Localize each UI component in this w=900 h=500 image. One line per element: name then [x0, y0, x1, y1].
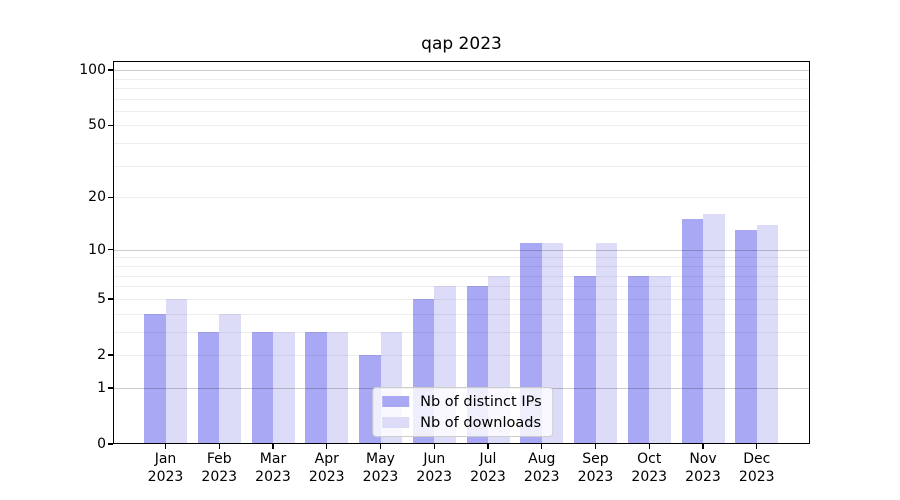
y-tick-mark	[108, 69, 113, 71]
y-tick-label: 0	[97, 436, 106, 452]
x-tick-mark	[487, 444, 489, 449]
y-tick-mark	[108, 443, 113, 445]
y-tick-mark	[108, 387, 113, 389]
legend-label: Nb of distinct IPs	[420, 393, 542, 410]
legend-entry: Nb of distinct IPs	[382, 393, 542, 410]
bar-downloads	[595, 242, 617, 444]
y-tick-label: 5	[97, 290, 106, 307]
legend-swatch	[382, 396, 410, 407]
y-tick-label: 10	[88, 241, 106, 258]
bar-downloads	[219, 313, 241, 444]
x-tick-label: Nov 2023	[685, 451, 721, 485]
x-tick-label: Jul 2023	[470, 451, 506, 485]
x-tick-mark	[702, 444, 704, 449]
y-tick-mark	[108, 298, 113, 300]
x-tick-label: Jun 2023	[416, 451, 453, 485]
bar-ips	[197, 331, 220, 444]
bar-ips	[735, 230, 757, 444]
x-tick-mark	[326, 444, 328, 449]
x-tick-label: Sep 2023	[577, 451, 614, 485]
bar-downloads	[703, 214, 725, 444]
bar-ips	[574, 275, 596, 444]
x-tick-label: May 2023	[362, 451, 399, 485]
y-tick-label: 1	[97, 379, 106, 396]
x-tick-mark	[218, 444, 220, 449]
x-tick-label: Dec 2023	[738, 451, 775, 485]
y-tick-mark	[108, 354, 113, 356]
legend: Nb of distinct IPs Nb of downloads	[372, 387, 554, 437]
legend-swatch	[382, 417, 410, 428]
bar-downloads	[165, 298, 187, 444]
x-tick-label: Oct 2023	[631, 451, 668, 485]
bar-ips	[305, 331, 327, 444]
y-tick-mark	[108, 196, 113, 199]
x-tick-mark	[756, 444, 758, 449]
x-tick-label: Aug 2023	[523, 451, 560, 485]
x-tick-label: Jan 2023	[147, 451, 184, 485]
bar-downloads	[273, 331, 295, 444]
x-tick-mark	[541, 444, 543, 449]
x-tick-label: Feb 2023	[201, 451, 238, 485]
x-tick-mark	[164, 444, 167, 449]
bar-downloads	[326, 331, 349, 444]
y-tick-label: 50	[88, 117, 106, 134]
x-tick-label: Apr 2023	[308, 451, 345, 485]
x-tick-mark	[594, 444, 597, 449]
y-tick-label: 2	[97, 346, 106, 363]
bar-downloads	[756, 224, 779, 444]
y-tick-mark	[108, 249, 113, 251]
y-tick-label: 20	[88, 189, 106, 206]
x-tick-mark	[272, 444, 274, 449]
bar-ips	[251, 331, 273, 444]
y-tick-label: 100	[79, 62, 106, 79]
bar-downloads	[649, 275, 671, 444]
bar-ips	[144, 313, 166, 444]
x-tick-label: Mar 2023	[255, 451, 291, 485]
x-tick-mark	[379, 444, 382, 449]
legend-label: Nb of downloads	[420, 414, 542, 431]
x-tick-mark	[433, 444, 435, 449]
bar-ips	[681, 219, 703, 444]
y-tick-mark	[108, 124, 113, 127]
x-tick-mark	[648, 444, 650, 449]
legend-entry: Nb of downloads	[382, 414, 542, 431]
bar-ips	[627, 275, 650, 444]
chart-title: qap 2023	[421, 34, 502, 54]
plot-area: Nb of distinct IPs Nb of downloads	[113, 61, 810, 444]
